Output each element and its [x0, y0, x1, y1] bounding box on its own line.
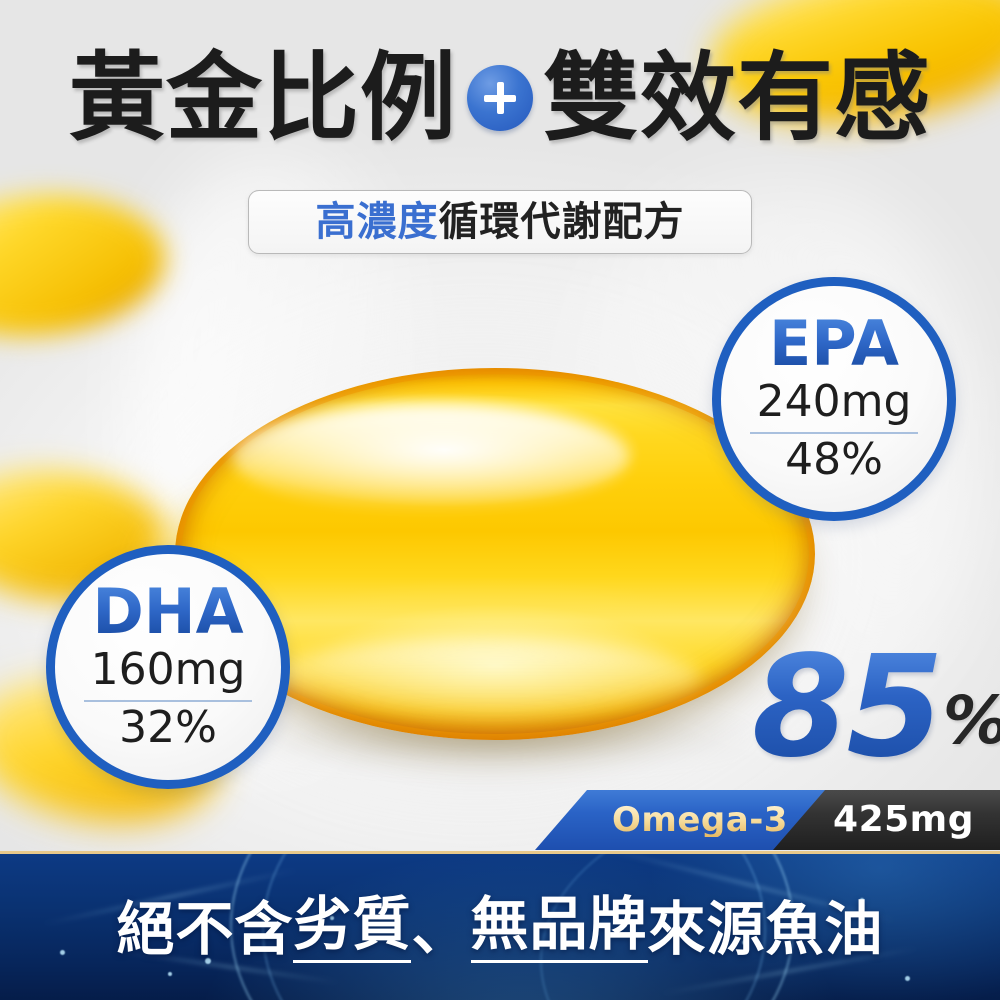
badge-amount-dha: 160mg: [90, 643, 246, 695]
banner-particle: [60, 950, 65, 955]
omega3-amount-segment: 425mg: [773, 790, 1000, 850]
banner-particle: [905, 976, 910, 981]
banner-text-separator: 、: [411, 894, 471, 963]
plus-icon-vertical: [496, 82, 504, 115]
omega3-bar: Omega-3 425mg: [535, 790, 1000, 850]
banner-text-underlined-2: 無品牌: [470, 895, 648, 963]
plus-icon: [467, 65, 533, 132]
purity-percentage: 85 %: [752, 626, 1000, 789]
headline-left-text: 黃金比例: [69, 42, 457, 154]
headline: 黃金比例 雙效有感: [0, 48, 1000, 149]
banner-particle: [330, 916, 334, 920]
subtitle-box: 高濃度 循環代謝配方: [248, 190, 752, 254]
banner-text-part1: 絕不含: [116, 894, 294, 963]
banner-text: 絕不含 劣質 、 無品牌 來源魚油: [0, 854, 1000, 1000]
banner-text-underlined-1: 劣質: [293, 895, 412, 963]
purity-value: 85: [752, 626, 944, 789]
banner-particle: [168, 972, 172, 976]
subtitle-rest: 循環代謝配方: [438, 199, 685, 245]
purity-percent-sign: %: [943, 688, 1000, 754]
badge-title-dha: DHA: [92, 574, 244, 648]
banner-text-part5: 來源魚油: [647, 894, 884, 963]
nutrient-badge-dha: DHA 160mg 32%: [46, 545, 290, 789]
omega3-label-segment: Omega-3: [535, 790, 825, 850]
badge-percent-dha: 32%: [119, 701, 217, 753]
subtitle-highlight: 高濃度: [315, 199, 439, 245]
badge-divider-epa: [750, 432, 918, 434]
badge-percent-epa: 48%: [785, 433, 883, 485]
badge-amount-epa: 240mg: [756, 375, 912, 427]
omega3-amount: 425mg: [833, 799, 974, 840]
banner-particle: [205, 958, 211, 964]
banner-particle: [860, 898, 864, 902]
badge-divider-dha: [84, 700, 252, 702]
omega3-label: Omega-3: [612, 800, 788, 840]
headline-right-text: 雙效有感: [543, 42, 931, 154]
banner-particle: [742, 940, 747, 945]
badge-title-epa: EPA: [768, 306, 900, 380]
nutrient-badge-epa: EPA 240mg 48%: [712, 277, 956, 521]
background-capsule-left-upper: [0, 186, 170, 344]
bottom-banner: 絕不含 劣質 、 無品牌 來源魚油: [0, 851, 1000, 1000]
